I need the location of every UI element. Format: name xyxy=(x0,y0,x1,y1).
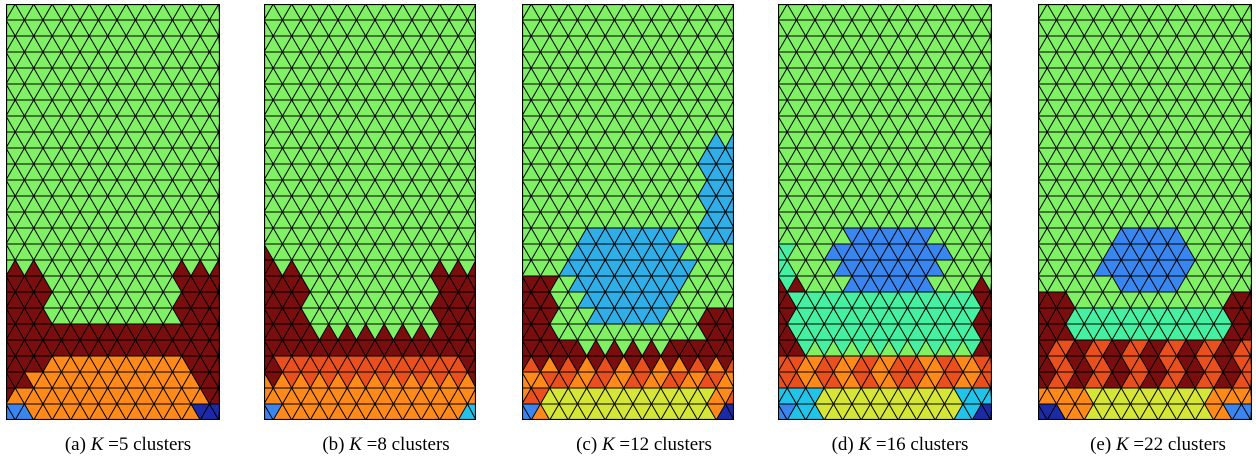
caption-d-k: K xyxy=(858,434,872,455)
mesh-frame xyxy=(6,4,220,420)
mesh-plot-e xyxy=(1038,4,1252,420)
mesh-cell xyxy=(724,115,734,133)
caption-a-tag: (a) xyxy=(64,434,86,455)
caption-a-text: =5 clusters xyxy=(108,434,192,455)
caption-c-tag: (c) xyxy=(576,434,598,455)
caption-b-k: K xyxy=(349,434,362,455)
mesh-frame xyxy=(778,4,992,420)
mesh-cell xyxy=(466,339,476,357)
mesh-cell xyxy=(724,179,734,197)
mesh-cell xyxy=(466,275,476,293)
mesh-cell xyxy=(724,147,734,165)
mesh-plot-a xyxy=(6,4,220,420)
mesh-cell xyxy=(466,371,476,389)
caption-c-k: K xyxy=(601,434,615,455)
caption-e-tag: (e) xyxy=(1090,434,1112,455)
caption-b-tag: (b) xyxy=(322,434,345,455)
mesh-cell xyxy=(466,115,476,133)
mesh-cell xyxy=(466,403,476,420)
caption-d-text: =16 clusters xyxy=(875,434,969,455)
caption-e: (e) K =22 clusters xyxy=(1034,434,1256,456)
caption-e-text: =22 clusters xyxy=(1133,434,1226,455)
panel-e: (e) K =22 clusters xyxy=(1034,0,1256,468)
caption-e-k: K xyxy=(1115,434,1129,455)
mesh-plot-d xyxy=(778,4,992,420)
caption-b-text: =8 clusters xyxy=(366,434,450,455)
mesh-cell xyxy=(724,339,734,357)
mesh-cell xyxy=(724,19,734,37)
panel-d: (d) K =16 clusters xyxy=(776,0,1024,468)
mesh-cell xyxy=(466,179,476,197)
mesh-plot-b xyxy=(264,4,476,420)
mesh-cell xyxy=(724,275,734,293)
mesh-cell xyxy=(466,19,476,37)
panel-c: (c) K =12 clusters xyxy=(520,0,768,468)
mesh-cell xyxy=(724,51,734,69)
caption-d: (d) K =16 clusters xyxy=(776,434,1024,456)
caption-a: (a) K =5 clusters xyxy=(4,434,252,456)
caption-d-tag: (d) xyxy=(831,434,854,455)
mesh-plot-c xyxy=(522,4,734,420)
mesh-cell xyxy=(724,307,734,325)
mesh-frame xyxy=(1038,4,1252,420)
panel-b: (b) K =8 clusters xyxy=(262,0,510,468)
mesh-cell xyxy=(724,371,734,389)
mesh-cell xyxy=(466,243,476,261)
mesh-cell xyxy=(466,83,476,101)
caption-b: (b) K =8 clusters xyxy=(262,434,510,456)
mesh-frame xyxy=(264,4,476,420)
mesh-cell xyxy=(466,211,476,229)
mesh-cell xyxy=(724,403,734,420)
mesh-cell xyxy=(466,307,476,325)
mesh-cell xyxy=(724,83,734,101)
panel-a: (a) K =5 clusters xyxy=(4,0,252,468)
mesh-cell xyxy=(724,211,734,229)
caption-c-text: =12 clusters xyxy=(619,434,712,455)
mesh-cell xyxy=(724,243,734,261)
caption-a-k: K xyxy=(90,434,104,455)
caption-c: (c) K =12 clusters xyxy=(520,434,768,456)
mesh-cell xyxy=(466,147,476,165)
mesh-cell xyxy=(466,51,476,69)
mesh-frame xyxy=(522,4,734,420)
